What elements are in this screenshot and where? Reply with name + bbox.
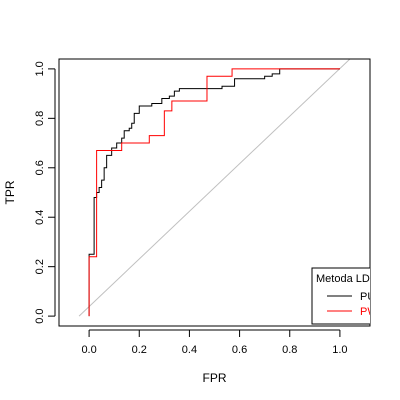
x-tick-label: 0.8 <box>282 344 297 356</box>
y-tick-label: 0.4 <box>34 210 46 225</box>
series-layer <box>88 68 340 317</box>
y-tick-label: 0.8 <box>34 111 46 126</box>
y-tick-label: 0.6 <box>34 160 46 175</box>
y-tick-label: 0.2 <box>34 259 46 274</box>
x-tick-label: 0.6 <box>232 344 247 356</box>
x-tick-label: 1.0 <box>332 344 347 356</box>
y-tick-label: 0.0 <box>34 308 46 323</box>
x-axis: 0.0 0.2 0.4 0.6 0.8 1.0 <box>81 329 348 356</box>
x-tick-label: 0.0 <box>81 344 96 356</box>
y-axis: 0.0 0.2 0.4 0.6 0.8 1.0 <box>34 61 56 324</box>
x-tick-label: 0.4 <box>182 344 197 356</box>
y-axis-title: TPR <box>3 180 17 204</box>
legend-label-pu: PU <box>360 291 375 303</box>
plot-frame <box>58 58 371 327</box>
legend-label-pw: PW <box>360 306 378 318</box>
legend-title: Metoda LD <box>316 273 370 285</box>
series-line-pu <box>88 68 340 317</box>
legend: Metoda LD PU PW <box>311 267 378 325</box>
diagonal-reference-line <box>78 59 351 317</box>
x-tick-label: 0.2 <box>132 344 147 356</box>
x-axis-title: FPR <box>203 371 227 385</box>
y-tick-label: 1.0 <box>34 61 46 76</box>
series-line-pw <box>88 68 340 317</box>
